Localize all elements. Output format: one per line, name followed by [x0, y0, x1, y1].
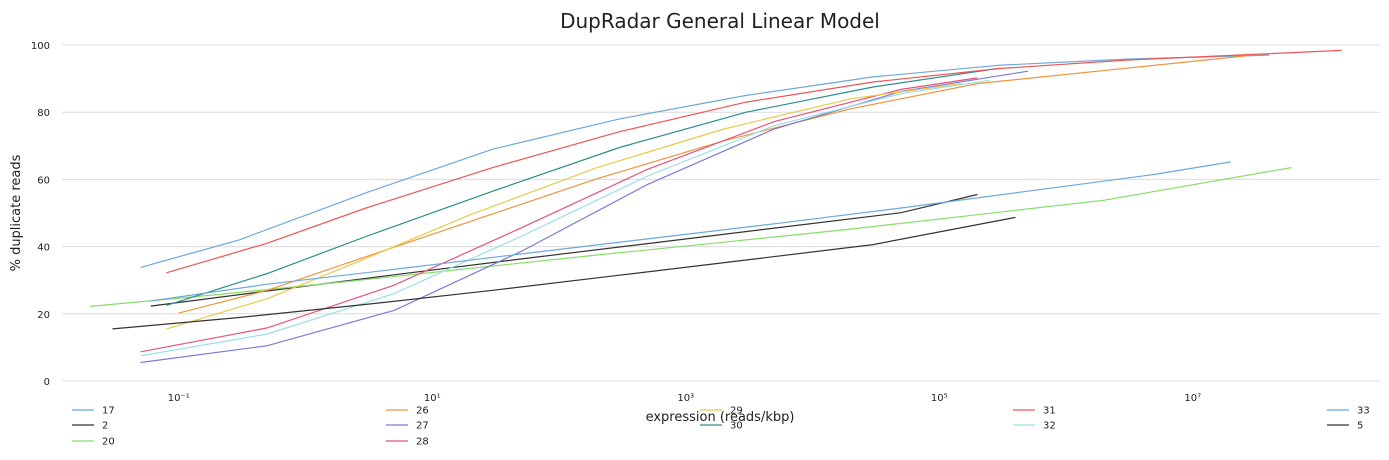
- y-axis-ticks: 0 20 40 60 80 100: [31, 41, 50, 388]
- legend-label: 2: [102, 421, 108, 432]
- series-line-33: [150, 161, 1231, 302]
- legend-item-26: 26: [386, 406, 429, 417]
- series-line-32: [140, 79, 990, 357]
- x-tick-label: 10⁻¹: [168, 393, 190, 404]
- x-tick-label: 10³: [677, 393, 694, 404]
- y-axis-label: % duplicate reads: [9, 154, 24, 271]
- series-line-17: [140, 54, 1270, 268]
- legend: 17 2 20 26 27 28 29 30 31 32 33 5: [72, 406, 1370, 448]
- legend-label: 32: [1043, 421, 1056, 432]
- legend-label: 33: [1357, 406, 1370, 417]
- legend-item-28: 28: [386, 437, 429, 448]
- series-lines: [90, 49, 1342, 364]
- gridlines: [62, 44, 1380, 382]
- y-tick-label: 0: [44, 377, 50, 388]
- legend-label: 27: [416, 421, 429, 432]
- legend-item-30: 30: [700, 421, 743, 432]
- series-line-29: [166, 83, 962, 330]
- series-line-30: [166, 67, 1000, 306]
- x-axis-ticks: 10⁻¹ 10¹ 10³ 10⁵ 10⁷: [168, 393, 1201, 404]
- x-tick-label: 10¹: [424, 393, 441, 404]
- series-line-28: [140, 77, 978, 353]
- series-line-26: [178, 54, 1254, 314]
- legend-item-27: 27: [386, 421, 429, 432]
- legend-label: 31: [1043, 406, 1056, 417]
- y-tick-label: 60: [37, 175, 50, 186]
- series-line-2: [150, 193, 978, 307]
- series-line-5: [112, 216, 1016, 330]
- legend-item-29: 29: [700, 406, 743, 417]
- legend-label: 26: [416, 406, 429, 417]
- x-axis-label: expression (reads/kbp): [646, 410, 795, 425]
- series-line-27: [140, 70, 1028, 364]
- legend-item-32: 32: [1013, 421, 1056, 432]
- chart-title: DupRadar General Linear Model: [560, 9, 880, 33]
- y-tick-label: 100: [31, 41, 50, 52]
- legend-label: 17: [102, 406, 115, 417]
- legend-label: 28: [416, 437, 429, 448]
- legend-label: 20: [102, 437, 115, 448]
- legend-label: 5: [1357, 421, 1363, 432]
- series-line-31: [166, 49, 1342, 274]
- x-tick-label: 10⁵: [931, 393, 948, 404]
- legend-label: 29: [730, 406, 743, 417]
- series-line-20: [90, 167, 1292, 307]
- legend-item-31: 31: [1013, 406, 1056, 417]
- legend-item-5: 5: [1327, 421, 1363, 432]
- legend-item-33: 33: [1327, 406, 1370, 417]
- legend-item-2: 2: [72, 421, 108, 432]
- legend-label: 30: [730, 421, 743, 432]
- legend-item-17: 17: [72, 406, 115, 417]
- y-tick-label: 40: [37, 243, 50, 254]
- x-tick-label: 10⁷: [1184, 393, 1201, 404]
- legend-item-20: 20: [72, 437, 115, 448]
- y-tick-label: 80: [37, 108, 50, 119]
- y-tick-label: 20: [37, 310, 50, 321]
